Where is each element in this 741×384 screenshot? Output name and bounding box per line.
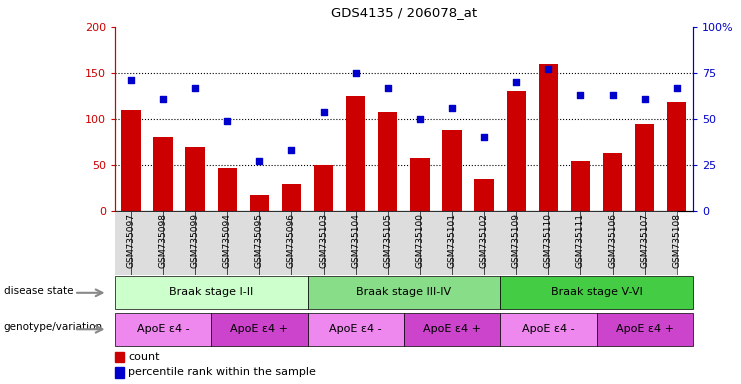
Text: GSM735105: GSM735105 xyxy=(383,213,392,268)
Bar xyxy=(99,211,131,275)
Bar xyxy=(163,211,195,275)
Bar xyxy=(308,276,500,309)
Point xyxy=(607,92,619,98)
Point xyxy=(318,109,330,115)
Text: GDS4135 / 206078_at: GDS4135 / 206078_at xyxy=(330,6,477,19)
Text: ApoE ε4 +: ApoE ε4 + xyxy=(230,324,288,334)
Bar xyxy=(613,211,645,275)
Bar xyxy=(484,211,516,275)
Point xyxy=(285,147,297,154)
Bar xyxy=(507,91,526,211)
Text: ApoE ε4 +: ApoE ε4 + xyxy=(423,324,481,334)
Bar xyxy=(516,211,548,275)
Point xyxy=(671,84,682,91)
Bar xyxy=(115,276,308,309)
Bar xyxy=(474,179,494,211)
Bar xyxy=(411,158,430,211)
Bar xyxy=(259,211,291,275)
Text: percentile rank within the sample: percentile rank within the sample xyxy=(128,367,316,377)
Bar xyxy=(122,110,141,211)
Bar xyxy=(195,211,227,275)
Bar xyxy=(645,211,677,275)
Bar xyxy=(420,211,452,275)
Bar xyxy=(571,161,590,211)
Bar xyxy=(115,352,124,362)
Point xyxy=(222,118,233,124)
Text: Braak stage III-IV: Braak stage III-IV xyxy=(356,287,451,297)
Bar xyxy=(250,195,269,211)
Bar xyxy=(115,367,124,377)
Bar xyxy=(548,211,580,275)
Text: GSM735106: GSM735106 xyxy=(608,213,617,268)
Bar xyxy=(500,276,693,309)
Point xyxy=(414,116,426,122)
Bar xyxy=(388,211,420,275)
Text: ApoE ε4 +: ApoE ε4 + xyxy=(616,324,674,334)
Bar xyxy=(603,153,622,211)
Text: GSM735099: GSM735099 xyxy=(190,213,199,268)
Bar xyxy=(282,184,301,211)
Text: GSM735101: GSM735101 xyxy=(448,213,456,268)
Bar xyxy=(308,313,404,346)
Bar xyxy=(597,313,693,346)
Text: GSM735104: GSM735104 xyxy=(351,213,360,268)
Bar xyxy=(452,211,484,275)
Bar xyxy=(667,103,686,211)
Bar xyxy=(211,313,308,346)
Text: ApoE ε4 -: ApoE ε4 - xyxy=(522,324,575,334)
Bar xyxy=(291,211,324,275)
Point xyxy=(542,66,554,72)
Bar xyxy=(115,313,211,346)
Point xyxy=(639,96,651,102)
Text: genotype/variation: genotype/variation xyxy=(4,323,103,333)
Point xyxy=(511,79,522,85)
Bar xyxy=(580,211,613,275)
Text: GSM735111: GSM735111 xyxy=(576,213,585,268)
Bar xyxy=(404,313,500,346)
Text: GSM735109: GSM735109 xyxy=(512,213,521,268)
Bar xyxy=(314,165,333,211)
Point xyxy=(478,134,490,141)
Bar xyxy=(378,112,397,211)
Point xyxy=(157,96,169,102)
Text: GSM735094: GSM735094 xyxy=(223,213,232,268)
Bar xyxy=(227,211,259,275)
Bar xyxy=(218,168,237,211)
Bar xyxy=(442,130,462,211)
Point xyxy=(125,77,137,83)
Text: ApoE ε4 -: ApoE ε4 - xyxy=(329,324,382,334)
Text: GSM735096: GSM735096 xyxy=(287,213,296,268)
Bar xyxy=(131,211,163,275)
Text: GSM735095: GSM735095 xyxy=(255,213,264,268)
Text: GSM735108: GSM735108 xyxy=(672,213,681,268)
Text: GSM735103: GSM735103 xyxy=(319,213,328,268)
Text: Braak stage I-II: Braak stage I-II xyxy=(169,287,253,297)
Text: GSM735097: GSM735097 xyxy=(127,213,136,268)
Text: ApoE ε4 -: ApoE ε4 - xyxy=(136,324,190,334)
Point xyxy=(574,92,586,98)
Point xyxy=(446,105,458,111)
Bar xyxy=(635,124,654,211)
Text: GSM735110: GSM735110 xyxy=(544,213,553,268)
Text: count: count xyxy=(128,352,160,362)
Text: disease state: disease state xyxy=(4,286,73,296)
Bar xyxy=(153,137,173,211)
Text: Braak stage V-VI: Braak stage V-VI xyxy=(551,287,642,297)
Point xyxy=(253,158,265,164)
Bar xyxy=(324,211,356,275)
Text: GSM735098: GSM735098 xyxy=(159,213,167,268)
Text: GSM735102: GSM735102 xyxy=(479,213,488,268)
Bar xyxy=(346,96,365,211)
Text: GSM735107: GSM735107 xyxy=(640,213,649,268)
Bar xyxy=(539,64,558,211)
Bar xyxy=(500,313,597,346)
Bar xyxy=(356,211,388,275)
Point xyxy=(382,84,393,91)
Point xyxy=(350,70,362,76)
Text: GSM735100: GSM735100 xyxy=(416,213,425,268)
Point xyxy=(189,84,201,91)
Bar xyxy=(185,147,205,211)
